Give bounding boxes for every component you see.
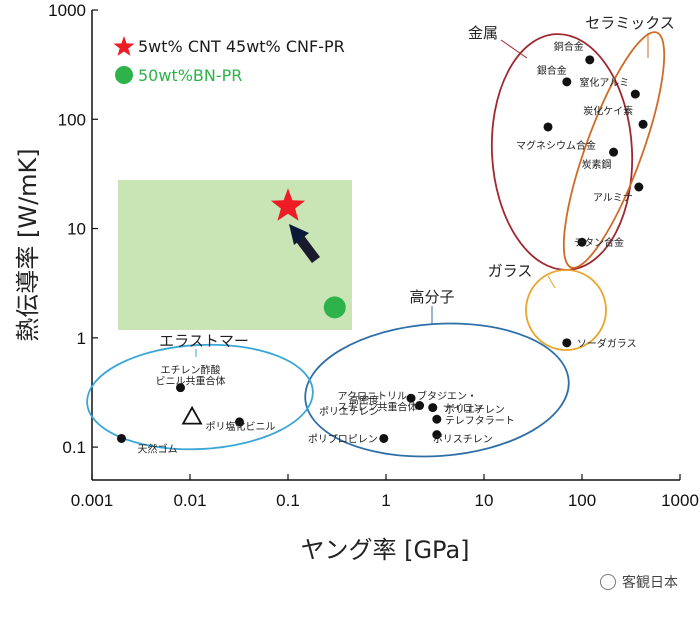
material-point bbox=[543, 122, 553, 132]
material-label: 窒化アルミ bbox=[579, 76, 629, 89]
material-point bbox=[638, 119, 648, 129]
y-tick-label: 10 bbox=[67, 220, 86, 239]
material-point bbox=[432, 430, 442, 440]
leader-glass bbox=[547, 275, 556, 289]
legend: 5wt% CNT 45wt% CNF-PR 50wt%BN-PR bbox=[113, 36, 345, 85]
material-point bbox=[585, 55, 595, 65]
leader-metal bbox=[500, 39, 528, 59]
group-ellipse-polymer bbox=[304, 322, 570, 458]
x-tick-label: 0.1 bbox=[276, 491, 300, 510]
y-axis-ticks: 0.1 1 10 100 1000 bbox=[48, 1, 98, 457]
legend-circle-icon bbox=[115, 66, 133, 84]
material-label: マグネシウム合金 bbox=[516, 139, 596, 152]
material-label: アルミナ bbox=[593, 192, 633, 204]
material-label: ポリ塩化ビニル bbox=[206, 420, 276, 433]
material-points bbox=[117, 55, 648, 443]
y-tick-label: 1 bbox=[77, 329, 86, 348]
x-tick-label: 0.001 bbox=[71, 491, 114, 510]
group-label-glass: ガラス bbox=[488, 262, 533, 280]
watermark-text: 客観日本 bbox=[622, 575, 678, 591]
legend-star-icon bbox=[113, 36, 135, 56]
group-label-metal: 金属 bbox=[468, 24, 498, 42]
arrow-head bbox=[289, 224, 309, 245]
material-label: エチレン酢酸ビニル共重合体 bbox=[156, 364, 226, 388]
material-point bbox=[379, 433, 389, 443]
x-tick-label: 0.01 bbox=[173, 491, 206, 510]
material-point bbox=[415, 401, 425, 411]
y-tick-label: 0.1 bbox=[62, 438, 86, 457]
material-label: 高密度ポリエチレン bbox=[319, 394, 379, 418]
x-tick-label: 1 bbox=[381, 491, 390, 510]
material-point bbox=[406, 393, 416, 403]
watermark: 客観日本 bbox=[600, 572, 678, 592]
legend-label-bn: 50wt%BN-PR bbox=[138, 66, 242, 85]
open-triangle-marker bbox=[181, 405, 203, 425]
group-label-elastomer: エラストマー bbox=[159, 332, 249, 350]
group-ellipse-ceramics bbox=[562, 31, 666, 269]
material-point bbox=[577, 237, 587, 247]
material-label: ソーダガラス bbox=[577, 337, 637, 350]
y-tick-label: 100 bbox=[58, 110, 86, 129]
material-label: 銅合金 bbox=[554, 40, 584, 53]
material-point bbox=[562, 338, 572, 348]
legend-label-cnt-cnf: 5wt% CNT 45wt% CNF-PR bbox=[138, 37, 345, 56]
group-label-ceramics: セラミックス bbox=[585, 14, 675, 32]
group-ellipse-glass bbox=[525, 269, 607, 351]
material-point bbox=[428, 403, 438, 413]
material-point bbox=[117, 433, 127, 443]
material-point bbox=[609, 147, 619, 157]
material-point bbox=[176, 383, 186, 393]
y-axis-title: 熱伝導率 [W/mK] bbox=[14, 148, 42, 341]
wechat-icon bbox=[600, 574, 616, 590]
x-tick-label: 1000 bbox=[661, 491, 699, 510]
material-point bbox=[634, 182, 644, 192]
material-label: ナイロン bbox=[443, 403, 483, 415]
y-tick-label: 1000 bbox=[48, 1, 86, 20]
material-label: ポリスチレン bbox=[433, 434, 493, 446]
material-label: 炭素鋼 bbox=[582, 158, 612, 171]
arrow-shaft bbox=[294, 233, 320, 263]
x-tick-label: 10 bbox=[475, 491, 494, 510]
material-label: アクロニトリル・ブタジエン・スチレン共重合体 bbox=[338, 390, 478, 414]
material-label: 炭化ケイ素 bbox=[583, 104, 633, 117]
circle-marker-bn bbox=[323, 296, 346, 319]
star-marker-cnt-cnf bbox=[270, 188, 306, 221]
x-axis-title: ヤング率 [GPa] bbox=[300, 536, 469, 564]
group-label-polymer: 高分子 bbox=[409, 288, 454, 306]
material-point bbox=[630, 89, 640, 99]
material-label: ポリプロピレン bbox=[308, 433, 378, 445]
material-point bbox=[432, 414, 442, 424]
material-label: チタン合金 bbox=[574, 236, 624, 249]
x-axis-ticks: 0.001 0.01 0.1 1 10 100 1000 bbox=[71, 474, 699, 510]
material-label: ポリエチレンテレフタラート bbox=[445, 404, 515, 427]
group-ellipse-elastomer bbox=[86, 343, 314, 451]
material-point bbox=[562, 77, 572, 87]
x-tick-label: 100 bbox=[568, 491, 596, 510]
material-point bbox=[235, 417, 245, 427]
material-label: 銀合金 bbox=[537, 64, 567, 77]
material-label: 天然ゴム bbox=[138, 442, 178, 455]
